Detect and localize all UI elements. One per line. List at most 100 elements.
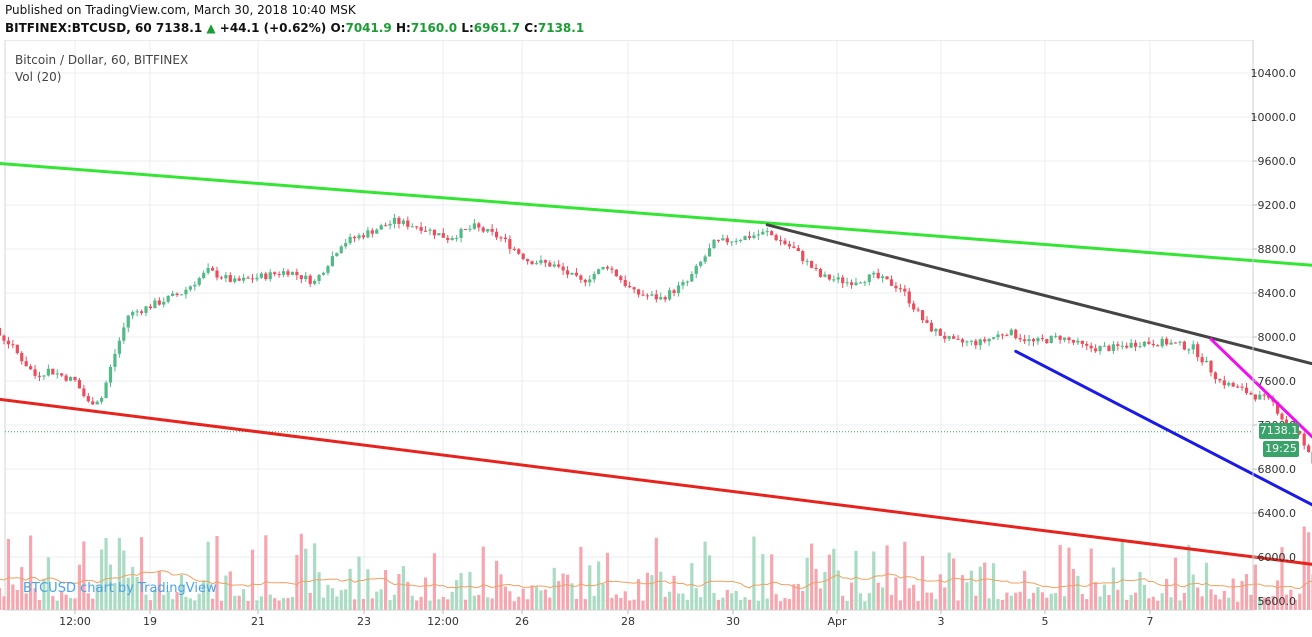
volume-bar xyxy=(827,554,831,610)
volume-bar xyxy=(783,597,787,610)
candle-body xyxy=(1262,394,1266,396)
candle-body xyxy=(366,230,370,238)
volume-bar xyxy=(712,592,716,610)
volume-bar xyxy=(295,554,299,610)
candle-body xyxy=(1049,335,1053,344)
candle-body xyxy=(1169,342,1173,345)
candle-body xyxy=(668,290,672,300)
volume-bar xyxy=(1085,599,1089,610)
candle-body xyxy=(1085,343,1089,346)
volume-bar xyxy=(645,572,650,610)
volume-bar xyxy=(401,566,405,610)
volume-bar xyxy=(756,600,760,610)
volume-bar xyxy=(339,590,343,610)
candle-body xyxy=(894,285,898,289)
volume-bar xyxy=(1213,594,1218,610)
volume-bar xyxy=(1111,567,1115,610)
volume-bar xyxy=(1129,594,1133,610)
volume-bar xyxy=(716,599,721,610)
candle-body xyxy=(242,277,246,281)
volume-bar xyxy=(960,575,965,610)
volume-bar xyxy=(237,595,241,610)
volume-bar xyxy=(468,571,472,610)
candle-body xyxy=(375,229,379,234)
candle-body xyxy=(916,309,920,311)
volume-bar xyxy=(379,589,383,610)
volume-bar xyxy=(1102,584,1107,610)
candle-body xyxy=(570,272,574,275)
candle-body xyxy=(907,291,911,304)
candle-body xyxy=(224,275,228,279)
volume-bar xyxy=(344,589,348,610)
candle-body xyxy=(1173,342,1178,344)
volume-bar xyxy=(357,556,361,610)
volume-bar xyxy=(845,601,849,610)
volume-bar xyxy=(987,598,991,610)
volume-bar xyxy=(1196,587,1200,610)
volume-bar xyxy=(135,576,139,610)
candle-body xyxy=(1165,338,1169,345)
volume-bar xyxy=(1244,574,1249,610)
volume-bar xyxy=(934,599,938,610)
candle-body xyxy=(1058,335,1062,340)
candle-body xyxy=(166,295,170,302)
volume-bar xyxy=(6,539,11,610)
candle-body xyxy=(135,311,139,313)
candle-body xyxy=(1178,341,1182,343)
volume-bar xyxy=(477,594,481,610)
candle-body xyxy=(619,276,623,281)
candle-body xyxy=(1014,329,1018,339)
volume-bar xyxy=(1200,596,1204,610)
volume-bar xyxy=(24,593,28,610)
candle-body xyxy=(486,229,490,232)
volume-bar xyxy=(1262,597,1266,610)
volume-bar xyxy=(841,595,845,610)
volume-bar xyxy=(503,586,508,610)
candle-body xyxy=(1187,349,1191,351)
y-tick-label: 9600.0 xyxy=(1258,155,1297,168)
candle-body xyxy=(428,229,432,231)
candle-body xyxy=(676,285,681,294)
candle-body xyxy=(357,235,361,239)
volume-bar xyxy=(55,600,59,610)
x-tick-label: 12:00 xyxy=(427,615,459,628)
volume-bar xyxy=(676,593,681,610)
volume-bar xyxy=(1307,532,1311,610)
volume-bar xyxy=(583,599,587,610)
candle-body xyxy=(1054,335,1058,337)
volume-bar xyxy=(774,594,778,610)
candle-body xyxy=(361,235,366,238)
candle-body xyxy=(330,256,334,267)
candle-body xyxy=(934,329,938,332)
candle-body xyxy=(210,268,215,271)
candle-body xyxy=(938,329,942,336)
volume-bar xyxy=(1151,596,1155,610)
candle-body xyxy=(193,284,197,287)
y-tick-label: 9200.0 xyxy=(1258,199,1297,212)
candle-body xyxy=(636,289,641,295)
candle-body xyxy=(1031,339,1036,342)
volume-bar xyxy=(304,548,308,610)
candle-body xyxy=(787,244,792,247)
candle-body xyxy=(1138,346,1142,348)
candle-body xyxy=(597,269,601,274)
volume-bar xyxy=(242,589,246,610)
volume-bar xyxy=(526,599,530,610)
volume-bar xyxy=(37,600,42,610)
candle-body xyxy=(991,337,996,339)
volume-bar xyxy=(707,555,712,610)
candle-body xyxy=(632,287,636,290)
candle-body xyxy=(490,229,494,232)
volume-bar xyxy=(778,601,783,610)
volume-bar xyxy=(1116,589,1120,610)
volume-bar xyxy=(264,535,268,610)
volume-bar xyxy=(210,598,215,610)
volume-bar xyxy=(1227,597,1231,610)
candle-body xyxy=(610,268,614,270)
y-tick-label: 5600.0 xyxy=(1258,595,1297,608)
y-tick-label: 10400.0 xyxy=(1251,67,1297,80)
volume-bar xyxy=(743,597,747,610)
volume-bar xyxy=(867,593,871,610)
up-arrow-icon: ▲ xyxy=(206,21,216,35)
